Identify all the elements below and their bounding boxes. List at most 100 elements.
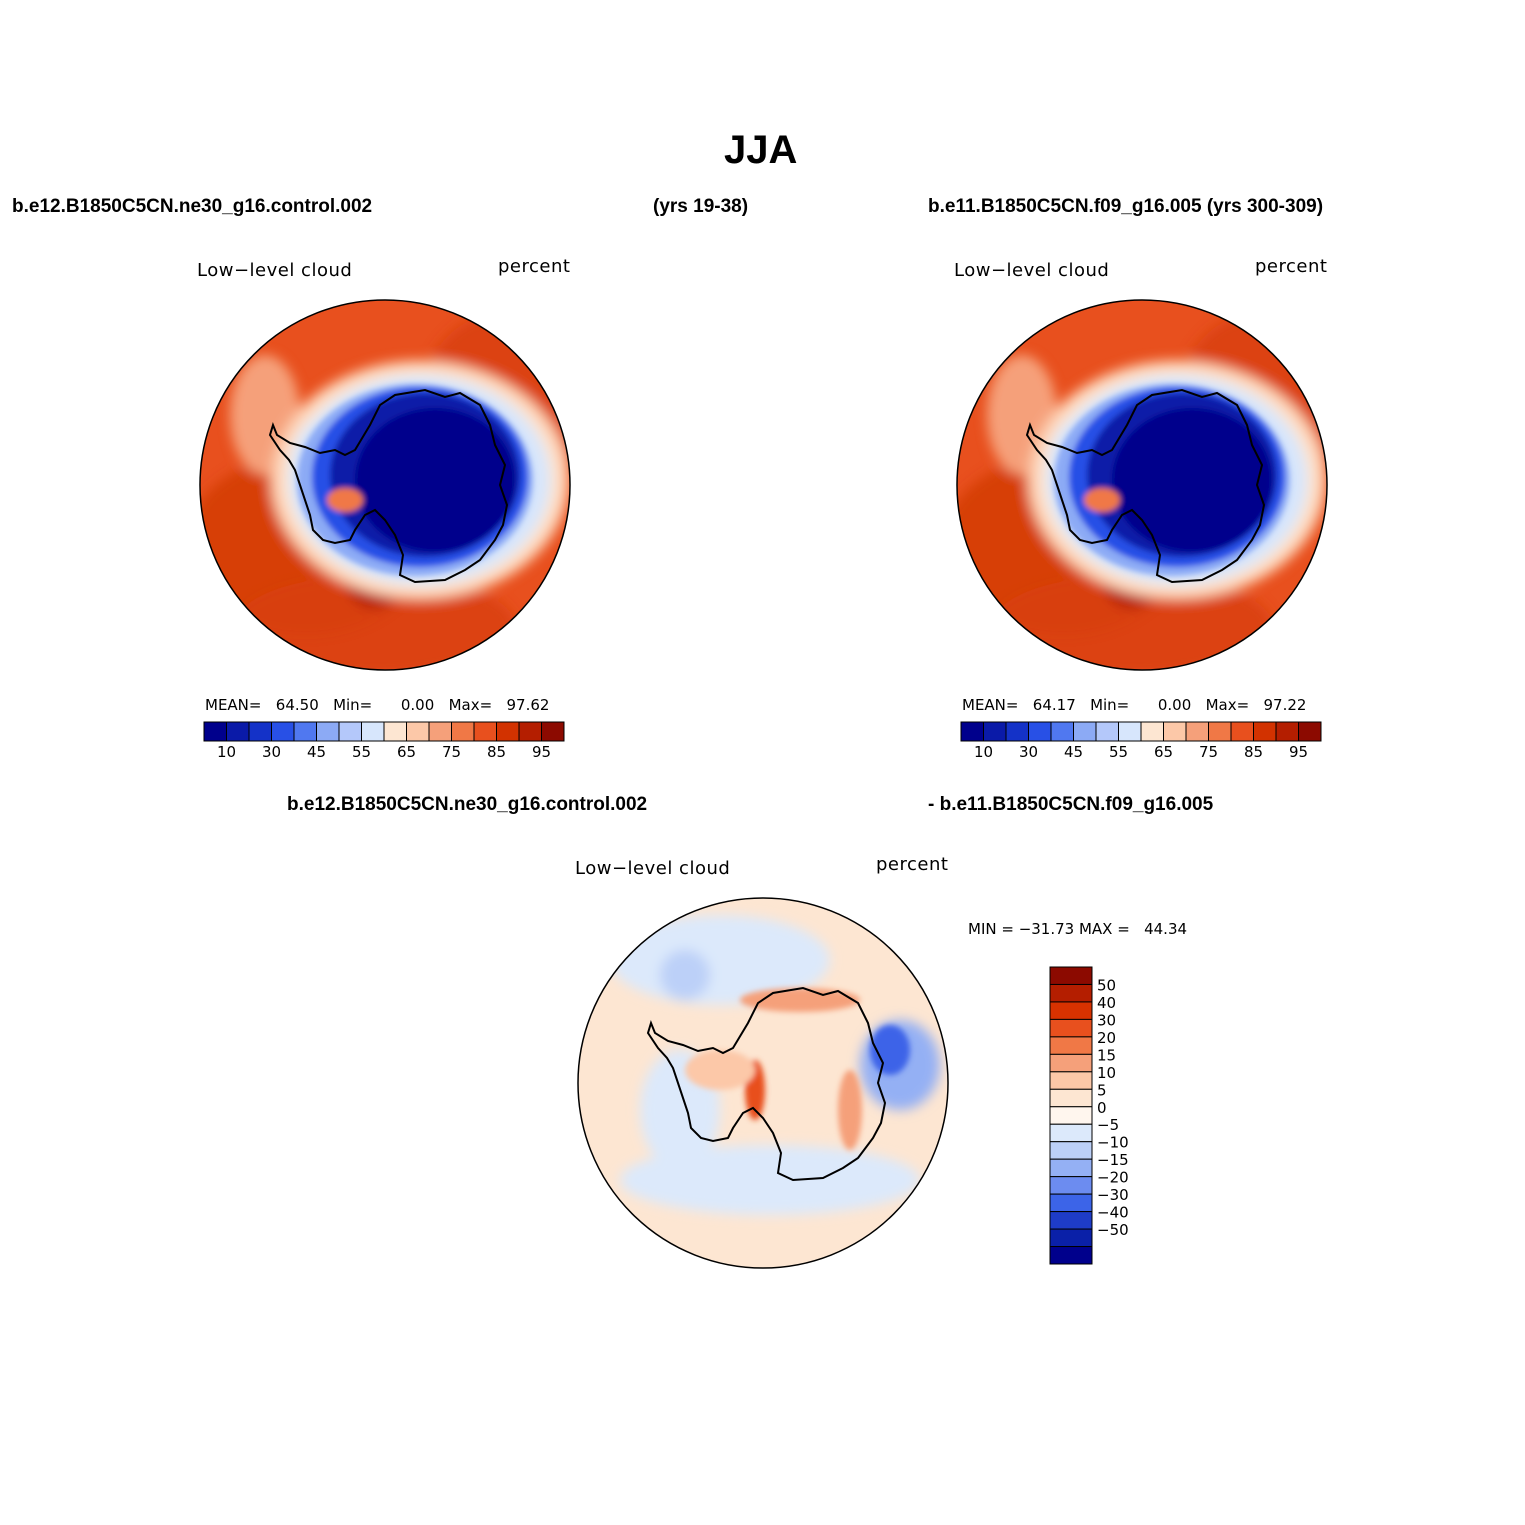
colorbar-swatch: [1095, 721, 1119, 742]
colorbar-tick-label: −15: [1097, 1151, 1129, 1169]
colorbar-tick-label: 75: [1199, 743, 1218, 761]
colorbar-tick-label: 30: [1097, 1011, 1116, 1029]
colorbar-tick-label: −20: [1097, 1169, 1129, 1187]
colorbar-swatch: [1049, 1053, 1093, 1073]
colorbar-swatch: [1049, 1141, 1093, 1160]
colorbar-tick-label: −30: [1097, 1186, 1129, 1204]
colorbar-tick-label: 20: [1097, 1029, 1116, 1047]
colorbar-swatch: [1049, 1246, 1093, 1265]
colorbar-tick-label: 85: [487, 743, 506, 761]
colorbar-tick-label: 45: [1064, 743, 1083, 761]
colorbar-swatch: [983, 721, 1007, 742]
colorbar-tick-label: −40: [1097, 1204, 1129, 1222]
units-label-diff: percent: [876, 854, 949, 875]
case-name-right: b.e11.B1850C5CN.f09_g16.005 (yrs 300-309…: [928, 196, 1324, 217]
colorbar-swatch: [1049, 1123, 1093, 1143]
colorbar-tick-label: 10: [974, 743, 993, 761]
colorbar-swatch: [1049, 1071, 1093, 1090]
colorbar-tick-label: 15: [1097, 1046, 1116, 1064]
colorbar-swatch: [496, 721, 520, 742]
colorbar-swatch: [518, 721, 542, 742]
colorbar-tick-label: 55: [352, 743, 371, 761]
colorbar-swatch: [473, 721, 497, 742]
colorbar-swatch: [1028, 721, 1052, 742]
colorbar-tick-label: 5: [1097, 1081, 1107, 1099]
colorbar-swatch: [1049, 1106, 1093, 1125]
variable-label-right: Low−level cloud: [954, 260, 1110, 281]
colorbar-swatch: [1049, 1211, 1093, 1230]
colorbar-swatch: [1118, 721, 1142, 742]
colorbar-swatch: [1049, 1176, 1093, 1195]
units-label-left: percent: [498, 256, 571, 277]
figure-title: JJA: [724, 128, 798, 172]
colorbar-swatch: [1049, 1158, 1093, 1178]
colorbar-tick-label: 95: [1289, 743, 1308, 761]
colorbar-tick-label: 65: [397, 743, 416, 761]
diff-case-left: b.e12.B1850C5CN.ne30_g16.control.002: [287, 794, 648, 815]
colorbar-swatch: [226, 721, 250, 742]
colorbar-tick-label: 55: [1109, 743, 1128, 761]
colorbar-swatch: [1049, 1018, 1093, 1038]
colorbar-swatch: [271, 721, 295, 742]
colorbar-tick-label: 75: [442, 743, 461, 761]
variable-label-diff: Low−level cloud: [575, 858, 731, 879]
colorbar-swatch: [1185, 721, 1209, 742]
map-left: [199, 299, 571, 671]
case-name-left: b.e12.B1850C5CN.ne30_g16.control.002: [12, 196, 373, 217]
colorbar-swatch: [248, 721, 272, 742]
colorbar-swatch: [1298, 721, 1322, 742]
colorbar-swatch: [316, 721, 340, 742]
colorbar-tick-label: −5: [1097, 1116, 1119, 1134]
colorbar-swatch: [1049, 983, 1093, 1003]
colorbar-tick-label: 65: [1154, 743, 1173, 761]
colorbar-swatch: [960, 721, 984, 742]
stats-right: MEAN= 64.17 Min= 0.00 Max= 97.22: [962, 696, 1307, 714]
colorbar-swatch: [1049, 966, 1093, 985]
variable-label-left: Low−level cloud: [197, 260, 353, 281]
colorbar-swatch: [1049, 1193, 1093, 1213]
colorbar-tick-label: 30: [1019, 743, 1038, 761]
stats-left: MEAN= 64.50 Min= 0.00 Max= 97.62: [205, 696, 550, 714]
colorbar-tick-label: 30: [262, 743, 281, 761]
colorbar-swatch: [1049, 1088, 1093, 1108]
colorbar-tick-label: 95: [532, 743, 551, 761]
colorbar-swatch: [203, 721, 227, 742]
colorbar-swatch: [541, 721, 565, 742]
colorbar-tick-label: 45: [307, 743, 326, 761]
colorbar-right: 10 30 45 55 65 75 85 95: [960, 721, 1322, 761]
colorbar-tick-label: 40: [1097, 994, 1116, 1012]
colorbar-tick-label: 10: [1097, 1064, 1116, 1082]
colorbar-tick-label: 85: [1244, 743, 1263, 761]
colorbar-swatch: [383, 721, 407, 742]
colorbar-swatch: [1049, 1228, 1093, 1248]
colorbar-tick-label: 0: [1097, 1099, 1107, 1117]
units-label-right: percent: [1255, 256, 1328, 277]
colorbar-swatch: [1208, 721, 1232, 742]
colorbar-swatch: [293, 721, 317, 742]
colorbar-swatch: [406, 721, 430, 742]
colorbar-tick-label: 10: [217, 743, 236, 761]
years-range-left: (yrs 19-38): [653, 196, 749, 217]
colorbar-swatch: [1049, 1036, 1093, 1055]
colorbar-swatch: [1049, 1001, 1093, 1020]
colorbar-swatch: [451, 721, 475, 742]
colorbar-swatch: [1005, 721, 1029, 742]
colorbar-swatch: [1275, 721, 1299, 742]
colorbar-tick-label: 50: [1097, 976, 1116, 994]
colorbar-tick-label: −10: [1097, 1134, 1129, 1152]
colorbar-left: 10 30 45 55 65 75 85 95: [203, 721, 565, 761]
colorbar-swatch: [1230, 721, 1254, 742]
colorbar-swatch: [1253, 721, 1277, 742]
colorbar-swatch: [428, 721, 452, 742]
map-right: [956, 299, 1328, 671]
stats-diff: MIN = −31.73 MAX = 44.34: [968, 920, 1188, 938]
colorbar-swatch: [1050, 721, 1074, 742]
map-diff: [577, 897, 949, 1269]
colorbar-swatch: [338, 721, 362, 742]
colorbar-swatch: [1163, 721, 1187, 742]
colorbar-swatch: [361, 721, 385, 742]
diff-case-right: - b.e11.B1850C5CN.f09_g16.005: [928, 794, 1214, 815]
colorbar-tick-label: −50: [1097, 1221, 1129, 1239]
